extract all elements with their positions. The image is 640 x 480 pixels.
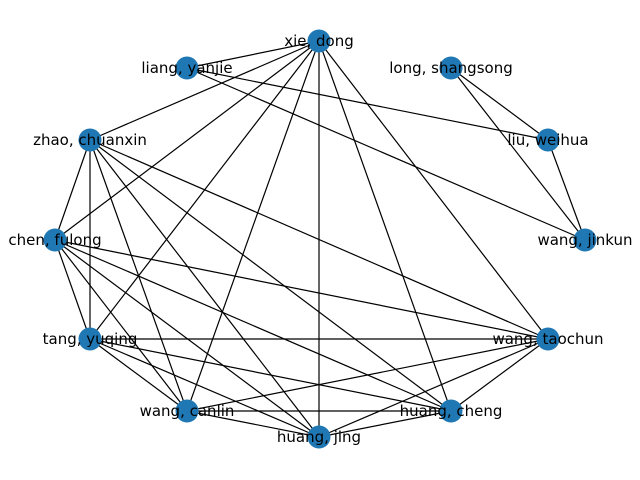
edge-tang-wangcl	[89, 338, 188, 412]
edge-wangcl-huangj	[186, 410, 320, 438]
node-huangj	[307, 425, 331, 449]
edge-zhao-chen	[54, 139, 91, 241]
edge-wangtc-huangj	[318, 338, 549, 438]
edge-wangtc-wangcl	[186, 338, 549, 412]
edge-liang-wangjk	[186, 67, 586, 241]
edge-zhao-wangtc	[89, 139, 549, 340]
edge-chen-wangtc	[54, 239, 549, 340]
node-xie	[307, 29, 331, 53]
edge-xie-wangtc	[318, 40, 549, 340]
edge-chen-wangcl	[54, 239, 188, 412]
edge-xie-wangcl	[186, 40, 320, 412]
edge-zhao-huangj	[89, 139, 320, 438]
node-label-wangjk: wang, jinkun	[537, 231, 632, 249]
node-liu	[536, 128, 560, 152]
node-label-liu: liu, weihua	[507, 131, 588, 149]
node-label-huangj: huang, jing	[277, 428, 361, 446]
node-huangc	[439, 399, 463, 423]
node-wangcl	[175, 399, 199, 423]
edge-liu-wangjk	[547, 139, 586, 241]
node-wangjk	[573, 228, 597, 252]
node-tang	[78, 327, 102, 351]
edge-tang-huangj	[89, 338, 320, 438]
node-label-huangc: huang, cheng	[400, 402, 503, 420]
graph-nodes	[43, 29, 597, 449]
graph-edges	[54, 40, 586, 438]
node-label-zhao: zhao, chuanxin	[33, 131, 147, 149]
graph-labels: xie, dong long, shangsong liu, weihua wang,…	[8, 32, 632, 446]
edge-long-wangjk	[450, 67, 586, 241]
edge-xie-huangc	[318, 40, 452, 412]
edge-chen-huangc	[54, 239, 452, 412]
node-label-wangtc: wang, taochun	[492, 330, 603, 348]
node-label-xie: xie, dong	[284, 32, 354, 50]
node-liang	[175, 56, 199, 80]
edge-huangj-huangc	[318, 410, 452, 438]
node-label-wangcl: wang, canlin	[140, 402, 235, 420]
edge-zhao-huangc	[89, 139, 452, 412]
node-label-tang: tang, yuqing	[43, 330, 138, 348]
edge-long-liu	[450, 67, 549, 141]
edge-wangtc-huangc	[450, 338, 549, 412]
node-zhao	[78, 128, 102, 152]
edge-xie-chen	[54, 40, 320, 241]
edge-chen-tang	[54, 239, 91, 340]
node-label-chen: chen, fulong	[8, 231, 101, 249]
edge-liang-liu	[186, 67, 549, 141]
node-chen	[43, 228, 67, 252]
node-label-long: long, shangsong	[389, 59, 512, 77]
node-wangtc	[536, 327, 560, 351]
node-label-liang: liang, yanjie	[141, 59, 232, 77]
edge-tang-huangc	[89, 338, 452, 412]
node-long	[439, 56, 463, 80]
edge-xie-liang	[186, 40, 320, 69]
edge-xie-zhao	[89, 40, 320, 141]
